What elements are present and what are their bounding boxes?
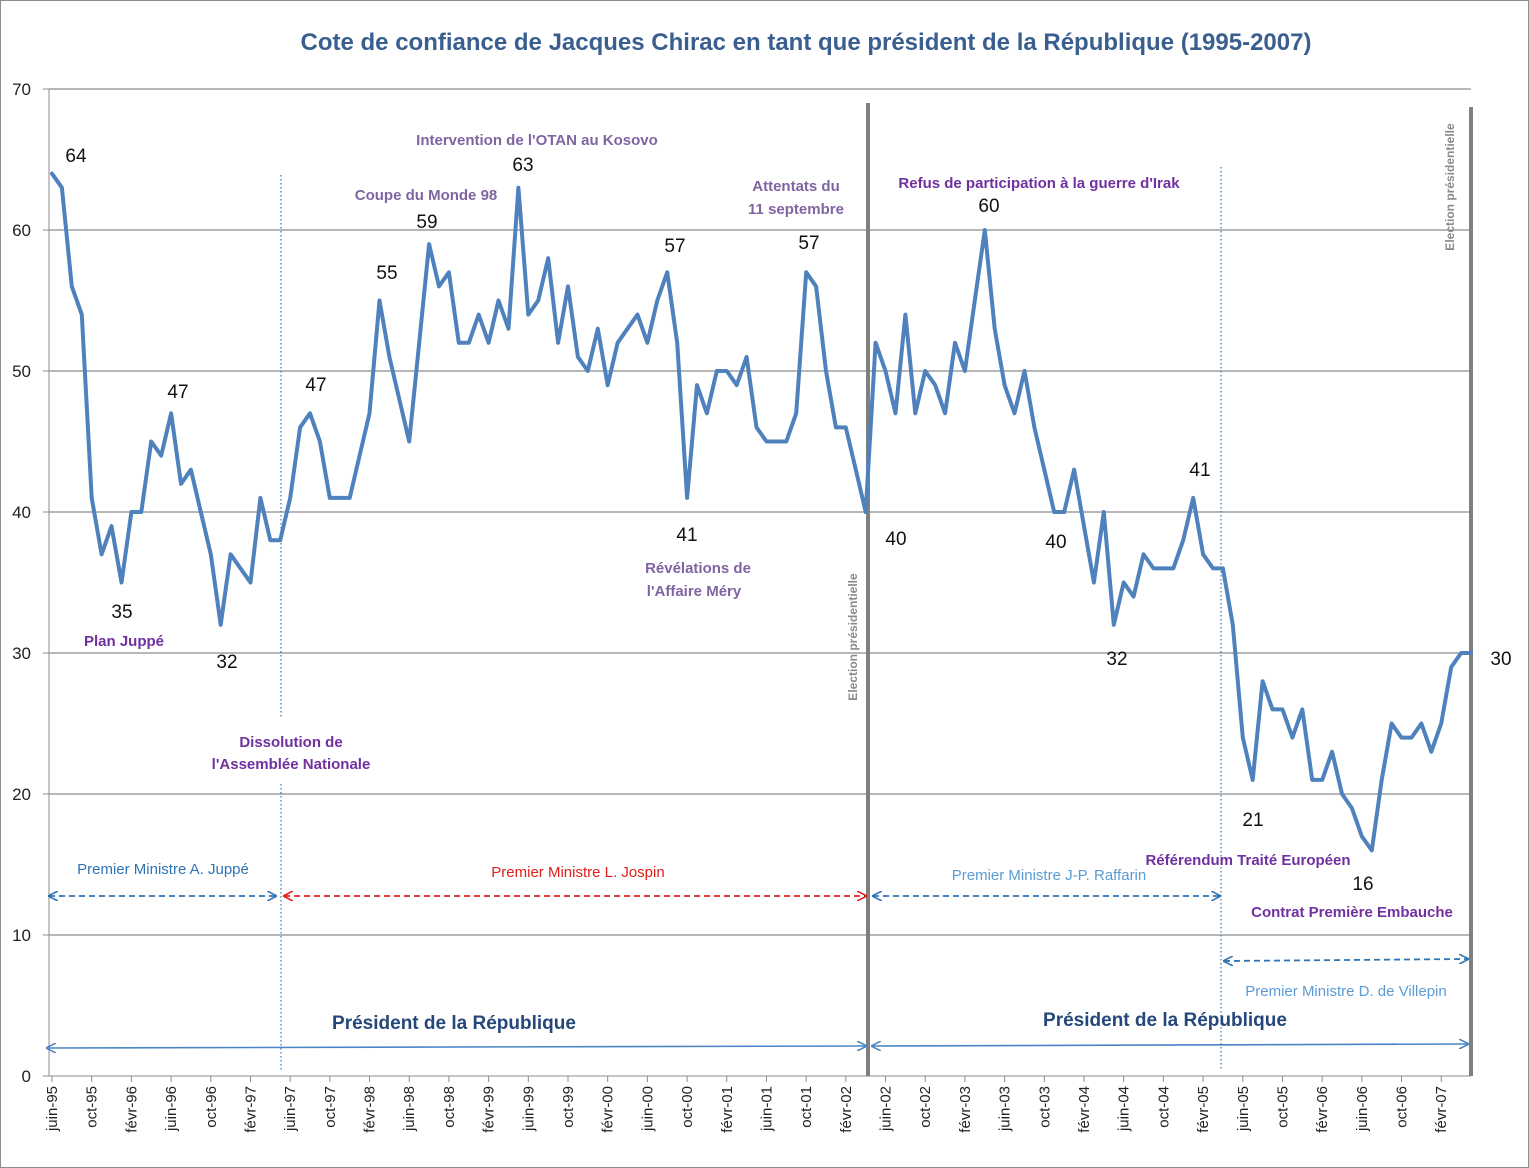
event-referendum: Référendum Traité Européen xyxy=(1145,852,1350,869)
value-label-32b: 32 xyxy=(1106,649,1127,670)
x-tick-label: févr-00 xyxy=(600,1086,617,1133)
x-tick-label: juin-96 xyxy=(163,1086,180,1132)
value-label-59: 59 xyxy=(416,212,437,233)
event-irak: Refus de participation à la guerre d'Ira… xyxy=(898,175,1180,192)
value-label-60: 60 xyxy=(978,196,999,217)
president-second-term-label: Président de la République xyxy=(1043,1010,1287,1031)
x-tick-label: oct-02 xyxy=(917,1086,934,1128)
y-tick-label-10: 10 xyxy=(12,926,31,945)
x-tick-label: oct-06 xyxy=(1394,1086,1411,1128)
pm-villepin-label: Premier Ministre D. de Villepin xyxy=(1245,983,1446,1000)
election-2002-label: Election présidentielle xyxy=(846,573,860,701)
x-tick-label: févr-05 xyxy=(1195,1086,1212,1133)
y-tick-label-0: 0 xyxy=(22,1067,31,1086)
y-tick-label-40: 40 xyxy=(12,503,31,522)
event-plan-juppe: Plan Juppé xyxy=(84,633,164,650)
y-tick-label-30: 30 xyxy=(12,644,31,663)
event-cpe: Contrat Première Embauche xyxy=(1251,904,1453,921)
x-tick-label: juin-00 xyxy=(639,1086,656,1132)
value-label-16: 16 xyxy=(1352,874,1373,895)
value-label-63: 63 xyxy=(512,155,533,176)
x-tick-label: févr-07 xyxy=(1433,1086,1450,1133)
pm-raffarin-label: Premier Ministre J-P. Raffarin xyxy=(952,867,1147,884)
x-tick-label: juin-06 xyxy=(1354,1086,1371,1132)
value-label-32a: 32 xyxy=(216,652,237,673)
x-tick-label: juin-02 xyxy=(878,1086,895,1132)
x-tick-label: févr-99 xyxy=(481,1086,498,1133)
y-axis: 0 10 20 30 40 50 60 70 xyxy=(12,80,50,1086)
event-mery-line2: l'Affaire Méry xyxy=(647,583,742,600)
x-tick-label: oct-97 xyxy=(322,1086,339,1128)
x-tick-label: oct-99 xyxy=(560,1086,577,1128)
x-tick-label: juin-04 xyxy=(1116,1086,1133,1132)
president-first-term-label: Président de la République xyxy=(332,1013,576,1034)
value-label-64: 64 xyxy=(65,146,87,167)
event-attentats-line1: Attentats du xyxy=(752,178,840,195)
y-tick-label-70: 70 xyxy=(12,80,31,99)
x-tick-label: févr-04 xyxy=(1076,1086,1093,1133)
y-tick-label-60: 60 xyxy=(12,221,31,240)
x-tick-label: juin-95 xyxy=(44,1086,61,1132)
x-tick-label: oct-03 xyxy=(1036,1086,1053,1128)
pm-juppe-label: Premier Ministre A. Juppé xyxy=(77,861,249,878)
x-tick-label: oct-96 xyxy=(203,1086,220,1128)
value-label-57a: 57 xyxy=(664,236,685,257)
value-label-40b: 40 xyxy=(1045,532,1066,553)
x-tick-label: juin-97 xyxy=(282,1086,299,1132)
x-tick-label: févr-02 xyxy=(838,1086,855,1133)
x-tick-label: oct-95 xyxy=(84,1086,101,1128)
x-tick-label: oct-01 xyxy=(798,1086,815,1128)
x-tick-label: juin-01 xyxy=(758,1086,775,1132)
value-label-41a: 41 xyxy=(676,525,697,546)
x-tick-label: juin-03 xyxy=(997,1086,1014,1132)
x-tick-label: févr-98 xyxy=(362,1086,379,1133)
value-label-47a: 47 xyxy=(167,382,188,403)
event-otan-kosovo: Intervention de l'OTAN au Kosovo xyxy=(416,132,658,149)
event-dissolution-line2: l'Assemblée Nationale xyxy=(212,756,371,773)
x-tick-label: févr-03 xyxy=(957,1086,974,1133)
value-label-41b: 41 xyxy=(1189,460,1210,481)
event-attentats-line2: 11 septembre xyxy=(748,201,844,218)
y-tick-label-20: 20 xyxy=(12,785,31,804)
x-tick-label: oct-98 xyxy=(441,1086,458,1128)
x-tick-label: oct-05 xyxy=(1274,1086,1291,1128)
value-label-30: 30 xyxy=(1490,649,1511,670)
x-tick-label: févr-06 xyxy=(1314,1086,1331,1133)
chart-title: Cote de confiance de Jacques Chirac en t… xyxy=(301,29,1312,56)
x-tick-label: juin-99 xyxy=(520,1086,537,1132)
pm-jospin-label: Premier Ministre L. Jospin xyxy=(491,864,664,881)
y-tick-label-50: 50 xyxy=(12,362,31,381)
x-tick-label: févr-96 xyxy=(123,1086,140,1133)
x-tick-label: févr-01 xyxy=(719,1086,736,1133)
event-mery-line1: Révélations de xyxy=(645,560,751,577)
pm-villepin-arrow xyxy=(1224,959,1468,961)
value-label-21: 21 xyxy=(1242,810,1263,831)
value-label-47b: 47 xyxy=(305,375,326,396)
event-dissolution-line1: Dissolution de xyxy=(239,734,342,751)
x-tick-label: oct-00 xyxy=(679,1086,696,1128)
election-2007-label: Election présidentielle xyxy=(1443,123,1457,251)
x-tick-label: févr-97 xyxy=(242,1086,259,1133)
president-first-term-arrow xyxy=(47,1046,866,1048)
x-tick-label: juin-05 xyxy=(1235,1086,1252,1132)
value-label-57b: 57 xyxy=(798,233,819,254)
x-tick-label: oct-04 xyxy=(1155,1086,1172,1128)
value-label-35: 35 xyxy=(111,602,132,623)
event-coupe-du-monde: Coupe du Monde 98 xyxy=(355,187,498,204)
series-line xyxy=(50,171,1473,853)
x-tick-label: juin-98 xyxy=(401,1086,418,1132)
value-label-40a: 40 xyxy=(885,529,906,550)
value-label-55: 55 xyxy=(376,263,397,284)
x-axis: juin-95 oct-95 févr-96 juin-96 oct-96 févr-97… xyxy=(44,1075,1471,1133)
president-second-term-arrow xyxy=(872,1044,1468,1046)
